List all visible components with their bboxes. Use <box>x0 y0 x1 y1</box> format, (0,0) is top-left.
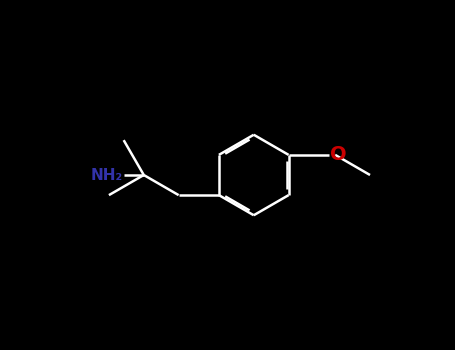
Text: O: O <box>330 145 347 164</box>
Text: NH₂: NH₂ <box>91 168 122 182</box>
